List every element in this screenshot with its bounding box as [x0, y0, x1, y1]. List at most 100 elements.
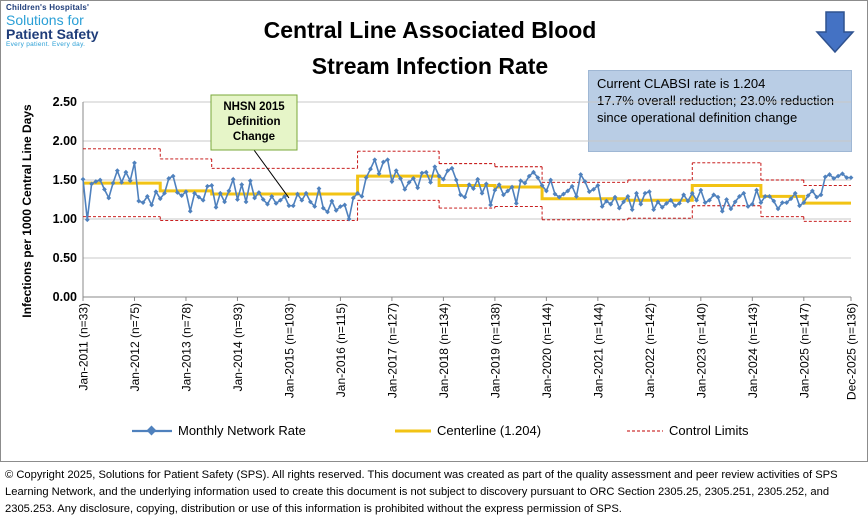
- monthly-rate-point: [827, 172, 832, 177]
- monthly-rate-point: [685, 198, 691, 204]
- x-tick-label: Jan-2011 (n=33): [77, 303, 91, 391]
- x-tick-label: Jan-2015 (n=103): [282, 303, 296, 398]
- annotation-line2: Definition: [227, 116, 280, 128]
- monthly-rate-point: [595, 183, 601, 188]
- monthly-rate-point: [209, 183, 215, 188]
- monthly-rate-point: [286, 203, 292, 209]
- monthly-rate-point: [565, 188, 571, 194]
- chart-title: Central Line Associated Blood Stream Inf…: [190, 12, 670, 84]
- monthly-rate-point: [123, 169, 129, 175]
- monthly-rate-point: [556, 194, 562, 200]
- monthly-rate-point: [599, 204, 605, 209]
- x-tick-label: Jan-2016 (n=115): [334, 303, 348, 397]
- monthly-rate-point: [299, 197, 305, 203]
- monthly-rate-point: [453, 177, 459, 183]
- monthly-rate-point: [483, 181, 489, 187]
- monthly-rate-point: [758, 200, 764, 206]
- monthly-rate-point: [543, 188, 549, 194]
- monthly-rate-point: [269, 193, 275, 199]
- monthly-rate-point: [385, 157, 391, 163]
- x-tick-label: Jan-2018 (n=134): [437, 303, 451, 398]
- monthly-rate-point: [153, 189, 159, 195]
- monthly-rate-point: [792, 190, 798, 196]
- monthly-rate-point: [582, 179, 588, 184]
- monthly-rate-point: [784, 200, 790, 206]
- monthly-rate-point: [200, 197, 206, 203]
- monthly-rate-point: [664, 201, 669, 206]
- x-tick-label: Jan-2013 (n=78): [179, 303, 193, 391]
- monthly-rate-point: [513, 201, 519, 206]
- x-tick-label: Jan-2012 (n=75): [128, 303, 142, 391]
- monthly-rate-point: [561, 191, 566, 197]
- monthly-rate-point: [260, 197, 266, 202]
- monthly-rate-point: [436, 173, 442, 179]
- monthly-rate-point: [295, 191, 300, 197]
- monthly-rate-point: [136, 198, 142, 204]
- monthly-rate-point: [548, 177, 554, 183]
- x-tick-label: Jan-2014 (n=93): [231, 303, 245, 391]
- monthly-rate-point: [719, 208, 725, 214]
- monthly-rate-point: [119, 179, 125, 185]
- monthly-rate-point: [522, 180, 528, 186]
- monthly-rate-point: [676, 201, 682, 206]
- monthly-rate-point: [252, 195, 258, 201]
- monthly-rate-point: [646, 189, 652, 195]
- monthly-rate-point: [805, 193, 811, 198]
- legend: Monthly Network Rate Centerline (1.204) …: [130, 423, 850, 443]
- clabsi-chart: 0.00 0.50 1.00 1.50 2.00 2.50 Jan-2011 (n=33)…: [20, 94, 859, 400]
- monthly-rate-point: [415, 185, 421, 191]
- x-tick-label: Dec-2025 (n=136): [845, 303, 859, 400]
- monthly-rate-point: [235, 197, 240, 202]
- gridlines: [82, 101, 851, 298]
- monthly-rate-point: [406, 179, 412, 185]
- monthly-rate-point: [531, 169, 536, 175]
- monthly-rate-point: [672, 203, 678, 209]
- monthly-rate-point: [698, 187, 704, 193]
- callout-current-rate: Current CLABSI rate is 1.204: [597, 76, 766, 91]
- monthly-rate-point: [372, 157, 378, 163]
- monthly-rate-point: [376, 171, 382, 177]
- legend-item-monthly: Monthly Network Rate: [130, 423, 306, 438]
- monthly-rate-point: [526, 173, 532, 179]
- monthly-rate-point: [771, 198, 777, 204]
- monthly-rate-point: [788, 196, 794, 202]
- monthly-rate-point: [767, 193, 772, 199]
- monthly-rate-point: [552, 191, 558, 197]
- annotation-box: [210, 94, 298, 151]
- monthly-rate-point: [655, 199, 661, 205]
- copyright-footer: © Copyright 2025, Solutions for Patient …: [5, 469, 838, 515]
- monthly-rate-point: [616, 205, 622, 211]
- monthly-rate-point: [642, 190, 648, 196]
- monthly-rate-point: [196, 194, 202, 200]
- monthly-rate-point: [307, 199, 313, 205]
- monthly-rate-point: [346, 216, 352, 222]
- monthly-rate-point: [144, 193, 150, 199]
- monthly-rate-point: [380, 159, 386, 165]
- monthly-rate-point: [389, 179, 395, 184]
- y-tick-label: 1.00: [53, 212, 77, 226]
- monthly-rate-point: [110, 180, 116, 186]
- monthly-rate-point: [462, 194, 468, 200]
- monthly-rate-point: [149, 202, 155, 208]
- monthly-rate-point: [282, 193, 288, 199]
- x-tick-label: Jan-2024 (n=143): [746, 303, 760, 398]
- monthly-rate-point: [801, 200, 807, 206]
- monthly-rate-point: [256, 190, 262, 195]
- monthly-rate-point: [222, 199, 227, 205]
- x-axis-ticks: Jan-2011 (n=33) Jan-2012 (n=75) Jan-2013 (…: [77, 297, 859, 400]
- monthly-rate-point: [809, 188, 815, 194]
- monthly-rate-point: [338, 204, 343, 209]
- monthly-rate-point: [651, 207, 657, 213]
- monthly-rate-point: [840, 171, 845, 177]
- monthly-rate-point: [350, 195, 356, 201]
- annotation-line3: Change: [233, 131, 275, 143]
- monthly-rate-point: [569, 183, 575, 189]
- legend-item-limits: Control Limits: [625, 423, 748, 438]
- title-line2: Stream Infection Rate: [311, 53, 549, 79]
- monthly-rate-point: [445, 168, 451, 174]
- monthly-rate-point: [707, 197, 712, 203]
- monthly-rate-point: [363, 175, 369, 181]
- legend-item-centerline: Centerline (1.204): [393, 423, 541, 438]
- monthly-rate-point: [496, 182, 502, 188]
- monthly-rate-point: [393, 168, 399, 174]
